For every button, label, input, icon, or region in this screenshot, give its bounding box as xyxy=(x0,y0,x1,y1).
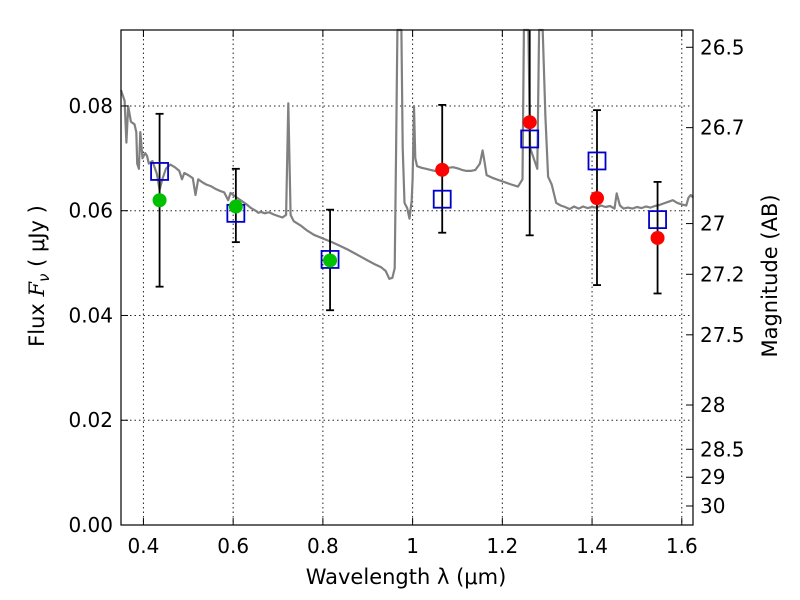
observed-point xyxy=(323,253,338,268)
y-axis-label: Flux Fν ( μJy ) xyxy=(25,205,53,347)
x-tick-label: 0.8 xyxy=(307,534,339,558)
y2-tick-label: 28 xyxy=(700,393,725,417)
model-square xyxy=(150,162,169,181)
model-square xyxy=(587,151,607,171)
y2-tick-label: 27.2 xyxy=(700,262,745,286)
x-tick-label: 1.4 xyxy=(576,534,608,558)
model-square xyxy=(520,129,540,149)
observed-point xyxy=(522,115,537,130)
plot-frame xyxy=(120,29,694,526)
model-square xyxy=(648,210,667,230)
y2-tick-label: 29 xyxy=(700,465,725,489)
observed-point xyxy=(650,230,665,245)
observed-point xyxy=(228,199,243,214)
y-axis-label-prefix: Flux xyxy=(25,297,49,347)
model-squares xyxy=(150,129,667,269)
y-tick-label: 0.00 xyxy=(68,513,113,537)
y2-tick-label: 30 xyxy=(700,494,725,518)
y-tick-label: 0.08 xyxy=(68,94,113,118)
axes-frame xyxy=(120,29,694,526)
grid xyxy=(121,30,693,525)
observed-points xyxy=(152,115,665,268)
error-bars xyxy=(155,30,662,312)
observed-point xyxy=(589,191,604,206)
x-tick-label: 0.6 xyxy=(217,534,249,558)
observed-point xyxy=(152,193,167,208)
x-tick-label: 1.6 xyxy=(666,534,698,558)
y-axis-label-symbol: F xyxy=(25,281,49,298)
y-tick-label: 0.02 xyxy=(68,408,113,432)
y-tick-label: 0.04 xyxy=(68,303,113,327)
x-tick-label: 1.2 xyxy=(486,534,518,558)
observed-point xyxy=(435,162,450,177)
x-tick-label: 1 xyxy=(406,534,419,558)
x-axis-label: Wavelength λ (μm) xyxy=(306,565,507,589)
y2-tick-label: 27.5 xyxy=(700,323,745,347)
y2-axis-label: Magnitude (AB) xyxy=(758,194,782,357)
y-tick-label: 0.06 xyxy=(68,199,113,223)
y2-tick-label: 27 xyxy=(700,212,725,236)
model-square xyxy=(320,250,340,269)
y2-tick-label: 28.5 xyxy=(700,437,745,461)
y-axis-label-subscript: ν xyxy=(35,274,53,282)
model-spectrum xyxy=(119,28,694,280)
spectrum-line xyxy=(119,28,694,280)
y2-tick-label: 26.5 xyxy=(700,35,745,59)
y-axis-label-suffix: ( μJy ) xyxy=(25,205,49,273)
model-square xyxy=(432,189,452,209)
x-tick-label: 0.4 xyxy=(128,534,160,558)
y2-tick-label: 26.7 xyxy=(700,116,745,140)
tick-labels: 0.4 0.6 0.8 1 1.2 1.4 1.6 0.00 0.02 0.04 0.06 0.08 2… xyxy=(68,35,744,558)
